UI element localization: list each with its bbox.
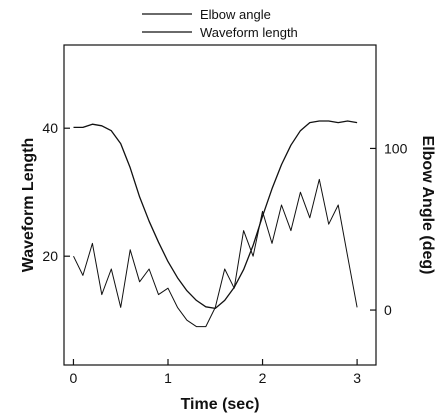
x-tick-label: 3 [353, 370, 361, 386]
x-tick-label: 2 [259, 370, 267, 386]
axis-ticks: 0 1 2 3 20 40 0 100 [42, 120, 407, 386]
x-tick-label: 1 [164, 370, 172, 386]
plot-frame [63, 44, 377, 366]
x-axis-title: Time (sec) [181, 396, 260, 413]
x-tick-label: 0 [70, 370, 78, 386]
series-line-waveform-length [73, 178, 358, 328]
left-axis-title: Waveform Length [20, 138, 37, 273]
legend: Elbow angle Waveform length [142, 7, 298, 40]
legend-entry-label: Elbow angle [200, 7, 271, 22]
right-axis-title: Elbow Angle (deg) [419, 136, 436, 275]
left-y-tick-label: 20 [42, 248, 58, 264]
series-lines [73, 120, 358, 328]
right-y-tick-label: 100 [384, 140, 408, 156]
left-y-tick-label: 40 [42, 120, 58, 136]
series-line-elbow-angle [73, 120, 358, 310]
legend-entry-label: Waveform length [200, 25, 298, 40]
right-y-tick-label: 0 [384, 302, 392, 318]
